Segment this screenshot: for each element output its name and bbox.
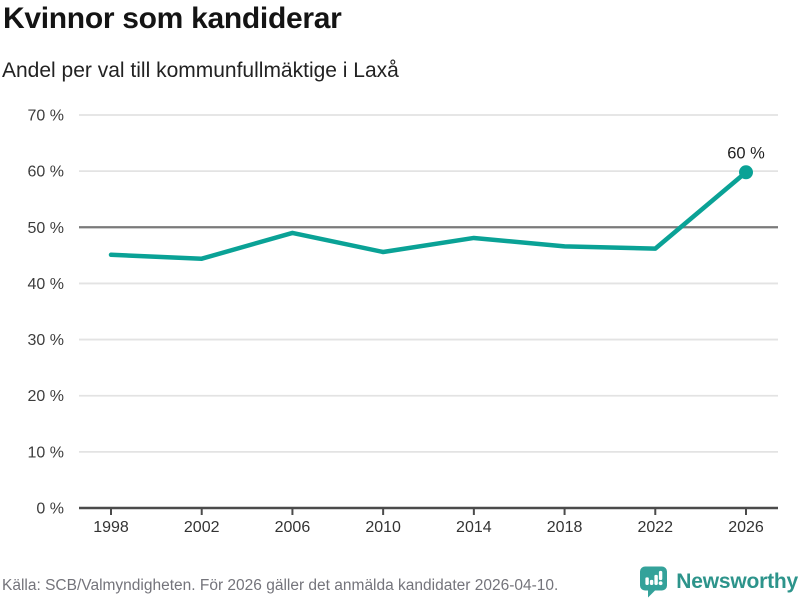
bar-3 <box>654 574 659 585</box>
y-tick-label: 40 % <box>28 276 64 293</box>
x-tick-label: 2010 <box>365 519 401 536</box>
y-tick-label: 20 % <box>28 388 64 405</box>
y-tick-label: 0 % <box>36 501 64 518</box>
bar-2 <box>650 579 654 585</box>
x-tick-label: 1998 <box>93 519 129 536</box>
x-tick-label: 2026 <box>728 519 764 536</box>
y-tick-label: 10 % <box>28 444 64 461</box>
x-tick-label: 2002 <box>184 519 220 536</box>
y-tick-label: 30 % <box>28 332 64 349</box>
chart-subtitle: Andel per val till kommunfullmäktige i L… <box>2 59 399 82</box>
bar-chart-speech-bubble-icon <box>640 566 668 597</box>
newsworthy-logo: Newsworthy <box>640 565 798 598</box>
y-tick-label: 50 % <box>28 220 64 237</box>
newsworthy-logo-text: Newsworthy <box>676 569 798 593</box>
x-tick-label: 2014 <box>456 519 492 536</box>
chart-title: Kvinnor som kandiderar <box>3 2 342 35</box>
last-point-label: 60 % <box>727 144 765 162</box>
x-tick-label: 2022 <box>637 519 673 536</box>
data-line <box>108 170 749 261</box>
y-tick-label: 70 % <box>28 108 64 125</box>
bar-1 <box>645 576 650 585</box>
last-point-marker <box>739 165 753 180</box>
speech-bubble-shape <box>640 566 668 597</box>
x-tick-label: 2018 <box>547 519 583 536</box>
y-tick-label: 60 % <box>28 164 64 181</box>
x-tick-label: 2006 <box>275 519 311 536</box>
line-chart: 0 % 10 % 20 % 30 % 40 % 50 % 60 % 70 % 1998 2002 2… <box>28 108 778 536</box>
exclamation-dot <box>658 580 663 585</box>
exclamation-stem <box>659 570 663 580</box>
source-note: Källa: SCB/Valmyndigheten. För 2026 gäll… <box>2 577 559 594</box>
